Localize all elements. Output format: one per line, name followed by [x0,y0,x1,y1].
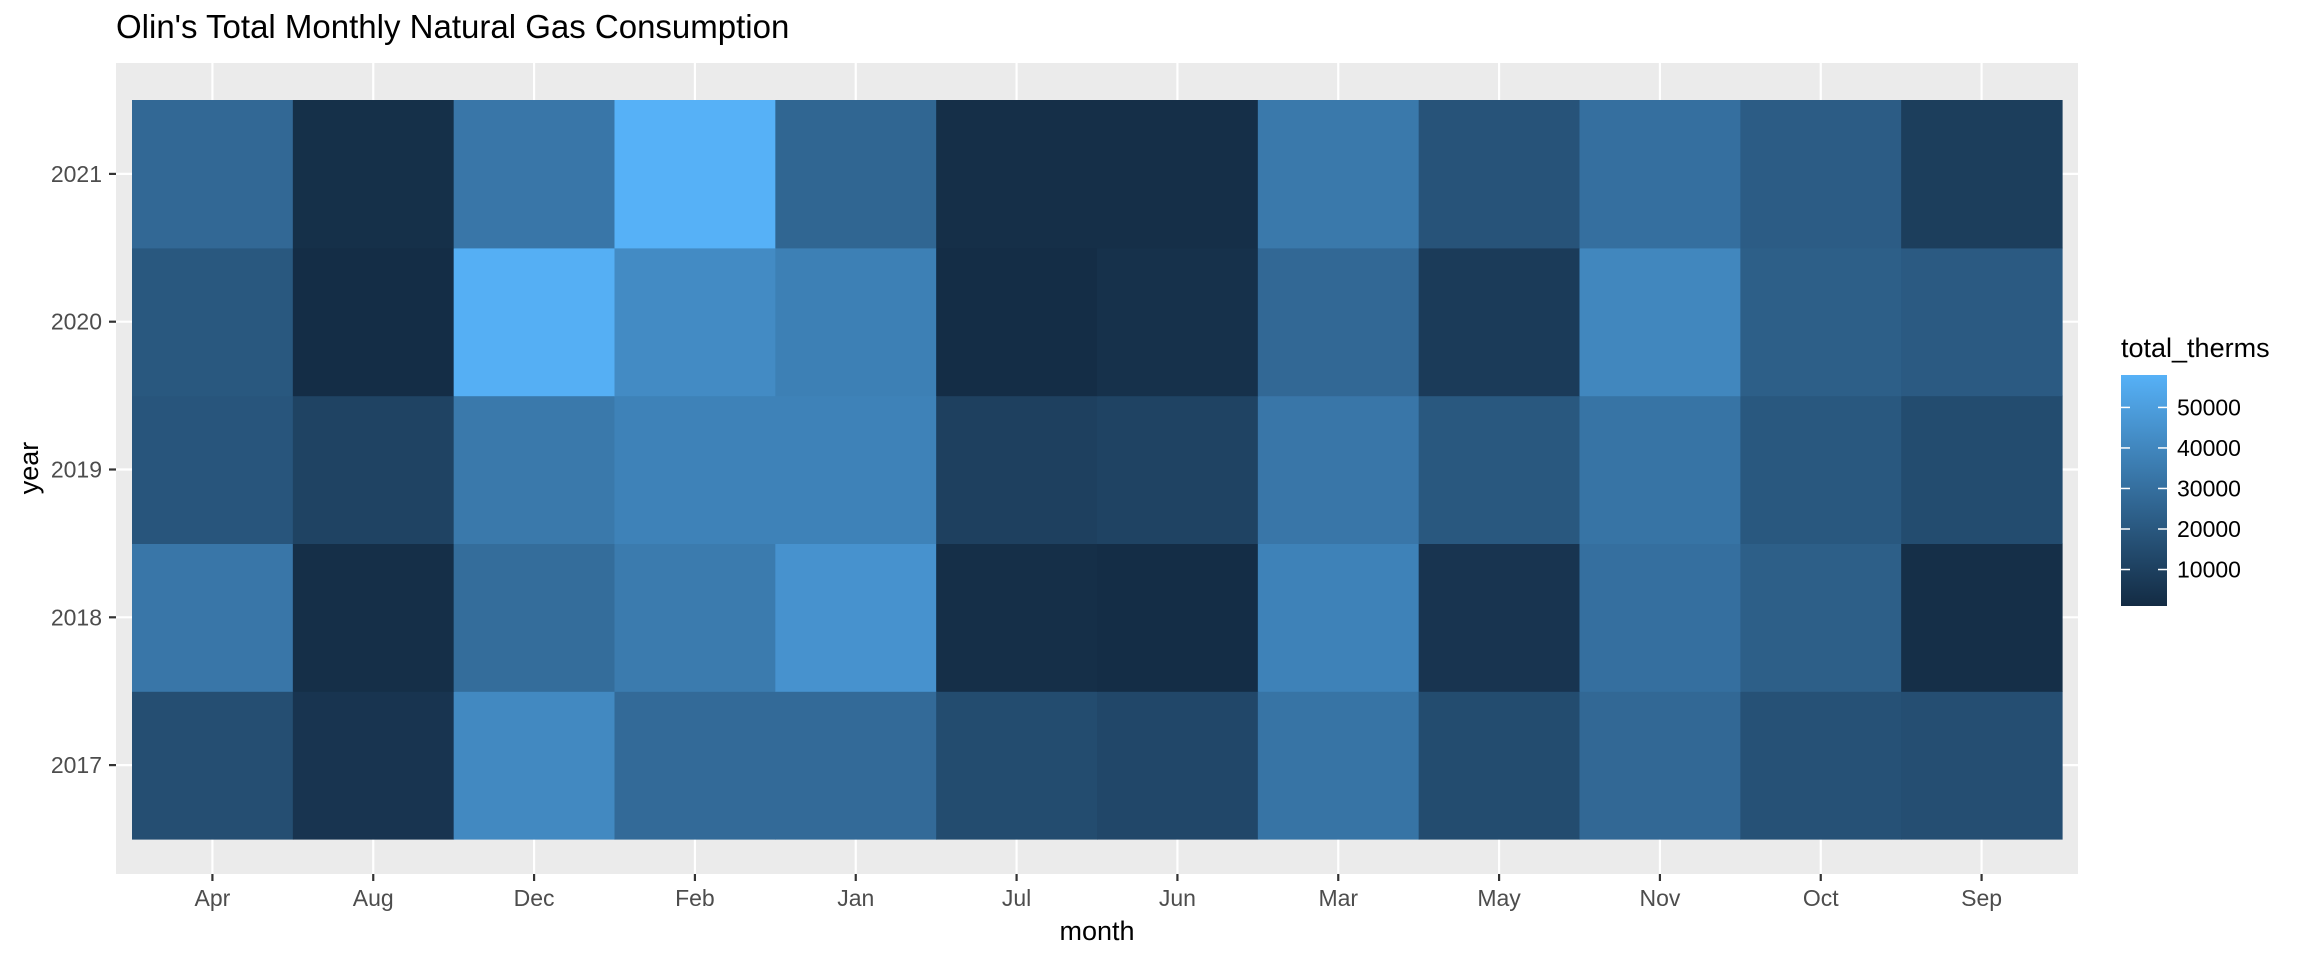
heatmap-tile-2020-sep [1901,247,2063,397]
heatmap-tile-2019-dec [453,395,616,544]
x-tick-label: Mar [1318,885,1358,911]
heatmap-tile-2020-oct [1740,247,1902,397]
heatmap-tile-2020-feb [614,247,776,397]
heatmap-tile-2021-nov [1579,100,1741,249]
heatmap-tile-2018-jul [936,543,1098,692]
heatmap-tile-2018-feb [614,543,776,692]
heatmap-tile-2018-mar [1257,543,1420,692]
legend: total_therms 10000 20000 30000 40000 50000 [2121,333,2270,606]
heatmap-tile-2021-apr [132,100,294,249]
heatmap-tile-2019-nov [1579,395,1741,544]
heatmap-tile-2017-jun [1097,691,1259,840]
heatmap-tile-2021-mar [1257,100,1420,249]
legend-tick-label: 40000 [2177,435,2241,461]
heatmap-tile-2017-feb [614,691,776,840]
y-tick-label: 2018 [51,604,102,630]
heatmap-tile-2019-feb [614,395,776,544]
heatmap-tile-2021-jan [775,100,937,249]
heatmap-tile-2018-jan [775,543,937,692]
heatmap-tile-2017-jul [936,691,1098,840]
heatmap-tile-2019-apr [132,395,294,544]
heatmap-tile-2018-oct [1740,543,1902,692]
heatmap-tile-2020-jun [1097,247,1259,397]
heatmap-tile-2020-jan [775,247,937,397]
heatmap-tile-2019-may [1418,395,1581,544]
heatmap-tile-2017-may [1418,691,1581,840]
heatmap-tile-2018-may [1418,543,1581,692]
x-tick-label: Jun [1159,885,1196,911]
heatmap-tile-2021-jun [1097,100,1259,249]
x-tick-label: Dec [514,885,555,911]
legend-tick-label: 10000 [2177,557,2241,583]
heatmap-tile-2017-sep [1901,691,2063,840]
heatmap-tile-2019-jun [1097,395,1259,544]
heatmap-tile-2020-apr [132,247,294,397]
heatmap-tile-2018-apr [132,543,294,692]
heatmap-tile-2021-dec [453,100,616,249]
y-tick-label: 2019 [51,457,102,483]
heatmap-tile-2020-mar [1257,247,1420,397]
x-tick-label: Feb [675,885,715,911]
legend-ticks: 10000 20000 30000 40000 50000 [2121,394,2241,583]
x-tick-label: Nov [1639,885,1680,911]
heatmap-tile-2018-jun [1097,543,1259,692]
x-axis: Apr Aug Dec Feb Jan Jul Jun Mar May Nov Oct Sep [195,874,2002,911]
x-tick-label: May [1477,885,1521,911]
heatmap-tile-2018-dec [453,543,616,692]
heatmap-tile-2020-aug [292,247,455,397]
heatmap-tile-2019-aug [292,395,455,544]
legend-tick-label: 30000 [2177,475,2241,501]
x-tick-label: Oct [1803,885,1839,911]
x-tick-label: Apr [195,885,231,911]
x-tick-label: Aug [353,885,394,911]
heatmap-tile-2019-oct [1740,395,1902,544]
heatmap-tile-2017-mar [1257,691,1420,840]
heatmap-tile-2017-oct [1740,691,1902,840]
heatmap-tile-2021-may [1418,100,1581,249]
heatmap-tile-2020-may [1418,247,1581,397]
legend-tick-label: 50000 [2177,394,2241,420]
y-tick-label: 2017 [51,752,102,778]
heatmap-tile-2021-feb [614,100,776,249]
y-tick-label: 2020 [51,309,102,335]
y-axis: 2017 2018 2019 2020 2021 [51,161,116,778]
heatmap-tile-2017-apr [132,691,294,840]
heatmap-tile-2017-aug [292,691,455,840]
chart-title: Olin's Total Monthly Natural Gas Consump… [116,8,789,45]
heatmap-tile-2019-jul [936,395,1098,544]
legend-tick-label: 20000 [2177,516,2241,542]
legend-title: total_therms [2121,333,2270,363]
y-tick-label: 2021 [51,161,102,187]
x-tick-label: Jan [837,885,874,911]
heatmap-tile-2018-sep [1901,543,2063,692]
heatmap-tile-2017-dec [453,691,616,840]
heatmap-tile-2019-jan [775,395,937,544]
heatmap-tile-2021-aug [292,100,455,249]
heatmap-tile-2019-sep [1901,395,2063,544]
heatmap-tile-2017-nov [1579,691,1741,840]
heatmap-tile-2021-oct [1740,100,1902,249]
heatmap-tile-2020-nov [1579,247,1741,397]
heatmap-tile-2020-dec [453,247,616,397]
heatmap-tile-2017-jan [775,691,937,840]
heatmap-tile-2018-nov [1579,543,1741,692]
heatmap-tile-2019-mar [1257,395,1420,544]
heatmap-tiles [132,100,2063,840]
x-tick-label: Sep [1961,885,2002,911]
heatmap-tile-2018-aug [292,543,455,692]
heatmap-tile-2020-jul [936,247,1098,397]
heatmap-tile-2021-jul [936,100,1098,249]
y-axis-title: year [14,442,44,495]
heatmap-tile-2021-sep [1901,100,2063,249]
x-axis-title: month [1059,916,1134,946]
legend-colorbar [2121,375,2167,606]
x-tick-label: Jul [1002,885,1031,911]
